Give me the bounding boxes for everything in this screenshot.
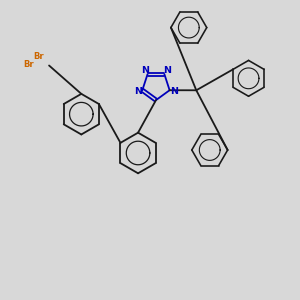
Text: N: N — [134, 87, 142, 96]
Text: Br: Br — [23, 60, 34, 69]
Text: N: N — [163, 66, 171, 75]
Text: N: N — [170, 87, 178, 96]
Text: Br: Br — [33, 52, 44, 61]
Text: N: N — [141, 66, 149, 75]
